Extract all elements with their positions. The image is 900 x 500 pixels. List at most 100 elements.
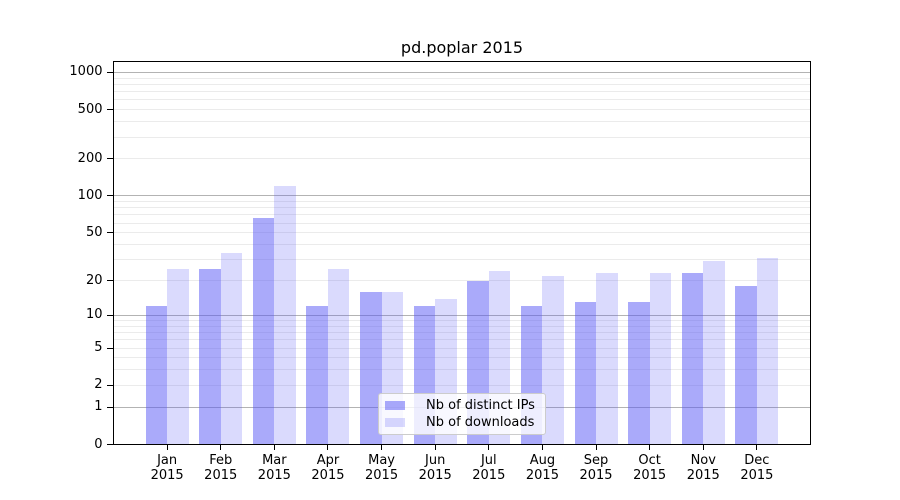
y-tick-label: 500	[77, 101, 103, 117]
bar-downloads-3	[327, 269, 350, 445]
x-tick-label: Aug 2015	[512, 453, 572, 483]
x-tick-mark	[756, 445, 758, 450]
chart-title: pd.poplar 2015	[400, 38, 524, 57]
gridline-minor	[113, 109, 811, 111]
y-tick-label: 20	[85, 272, 103, 288]
gridline-minor	[113, 91, 811, 93]
bar-distinct-ips-3	[306, 306, 328, 445]
gridline-major	[113, 71, 811, 73]
x-tick-label: Dec 2015	[727, 453, 787, 483]
x-tick-month: Aug	[529, 452, 556, 468]
x-tick-year: 2015	[418, 467, 452, 483]
bar-downloads-1	[220, 253, 243, 445]
x-tick-month: Mar	[262, 452, 287, 468]
x-tick-mark	[273, 445, 275, 450]
gridline-minor	[113, 201, 811, 203]
bar-downloads-0	[167, 269, 189, 445]
gridline-minor	[113, 347, 811, 349]
y-tick-label: 200	[77, 150, 103, 166]
bar-distinct-ips-4	[360, 291, 382, 445]
legend-swatch-downloads	[385, 418, 405, 427]
bar-downloads-11	[756, 257, 779, 445]
x-tick-year: 2015	[204, 467, 238, 483]
bar-downloads-10	[703, 261, 725, 445]
bar-distinct-ips-0	[145, 306, 168, 445]
x-tick-year: 2015	[472, 467, 506, 483]
x-tick-label: Oct 2015	[620, 453, 680, 483]
x-tick-label: Jul 2015	[459, 453, 519, 483]
y-tick-mark	[107, 280, 113, 282]
y-tick-mark	[107, 109, 113, 111]
bar-distinct-ips-10	[681, 273, 704, 445]
gridline-major	[113, 314, 811, 316]
y-tick-label: 100	[77, 187, 103, 203]
x-tick-month: Apr	[316, 452, 340, 468]
gridline-minor	[113, 320, 811, 321]
bar-downloads-9	[649, 273, 672, 445]
legend-row-downloads: Nb of downloads	[385, 415, 539, 430]
y-tick-mark	[107, 232, 113, 234]
bar-downloads-2	[274, 186, 296, 445]
x-tick-month: Feb	[209, 452, 233, 468]
legend-swatch-distinct-ips	[385, 401, 405, 410]
y-tick-label: 1000	[69, 64, 103, 80]
y-tick-mark	[107, 347, 113, 349]
bar-distinct-ips-11	[735, 285, 757, 445]
bar-distinct-ips-8	[574, 302, 597, 445]
bar-distinct-ips-2	[252, 218, 275, 445]
x-tick-year: 2015	[740, 467, 774, 483]
x-tick-label: Jun 2015	[405, 453, 465, 483]
bar-downloads-7	[542, 275, 564, 445]
plot-border	[113, 61, 811, 445]
gridline-minor	[113, 214, 811, 216]
x-tick-month: May	[368, 452, 395, 468]
gridline-minor	[113, 99, 811, 101]
gridline-minor	[113, 77, 811, 79]
x-tick-year: 2015	[686, 467, 720, 483]
x-tick-label: Apr 2015	[298, 453, 358, 483]
gridline-minor	[113, 357, 811, 359]
y-tick-label: 0	[94, 436, 103, 452]
gridline-minor	[113, 222, 811, 224]
x-tick-label: Mar 2015	[244, 453, 304, 483]
x-tick-year: 2015	[633, 467, 667, 483]
gridline-minor	[113, 384, 811, 386]
x-tick-month: Nov	[690, 452, 716, 468]
gridline-minor	[113, 244, 811, 245]
x-tick-year: 2015	[525, 467, 559, 483]
x-tick-year: 2015	[257, 467, 291, 483]
x-tick-mark	[434, 445, 436, 450]
y-tick-mark	[107, 314, 113, 316]
x-tick-mark	[220, 445, 222, 450]
y-tick-label: 5	[94, 340, 103, 355]
gridline-minor	[113, 332, 811, 334]
x-tick-month: Jan	[157, 452, 178, 468]
x-tick-month: Oct	[638, 452, 661, 468]
x-tick-year: 2015	[150, 467, 184, 483]
gridline-minor	[113, 83, 811, 85]
x-tick-month: Sep	[583, 452, 609, 468]
bar-distinct-ips-1	[199, 269, 221, 445]
x-tick-month: Jun	[425, 452, 446, 468]
x-tick-year: 2015	[579, 467, 613, 483]
y-tick-mark	[107, 444, 113, 445]
legend-label-downloads: Nb of downloads	[426, 415, 535, 430]
bar-distinct-ips-9	[628, 302, 650, 445]
x-tick-label: May 2015	[352, 453, 412, 483]
gridline-minor	[113, 121, 811, 123]
x-tick-label: Jan 2015	[137, 453, 197, 483]
gridline-minor	[113, 232, 811, 234]
y-tick-mark	[107, 158, 113, 160]
x-tick-label: Feb 2015	[191, 453, 251, 483]
x-tick-mark	[166, 445, 168, 450]
gridline-minor	[113, 339, 811, 341]
x-tick-year: 2015	[365, 467, 399, 483]
gridline-minor	[113, 207, 811, 209]
gridline-minor	[113, 369, 811, 371]
gridline-major	[113, 195, 811, 197]
y-tick-label: 2	[94, 377, 103, 393]
x-tick-mark	[595, 445, 597, 450]
gridline-minor	[113, 325, 811, 327]
legend: Nb of distinct IPs Nb of downloads	[378, 393, 546, 435]
